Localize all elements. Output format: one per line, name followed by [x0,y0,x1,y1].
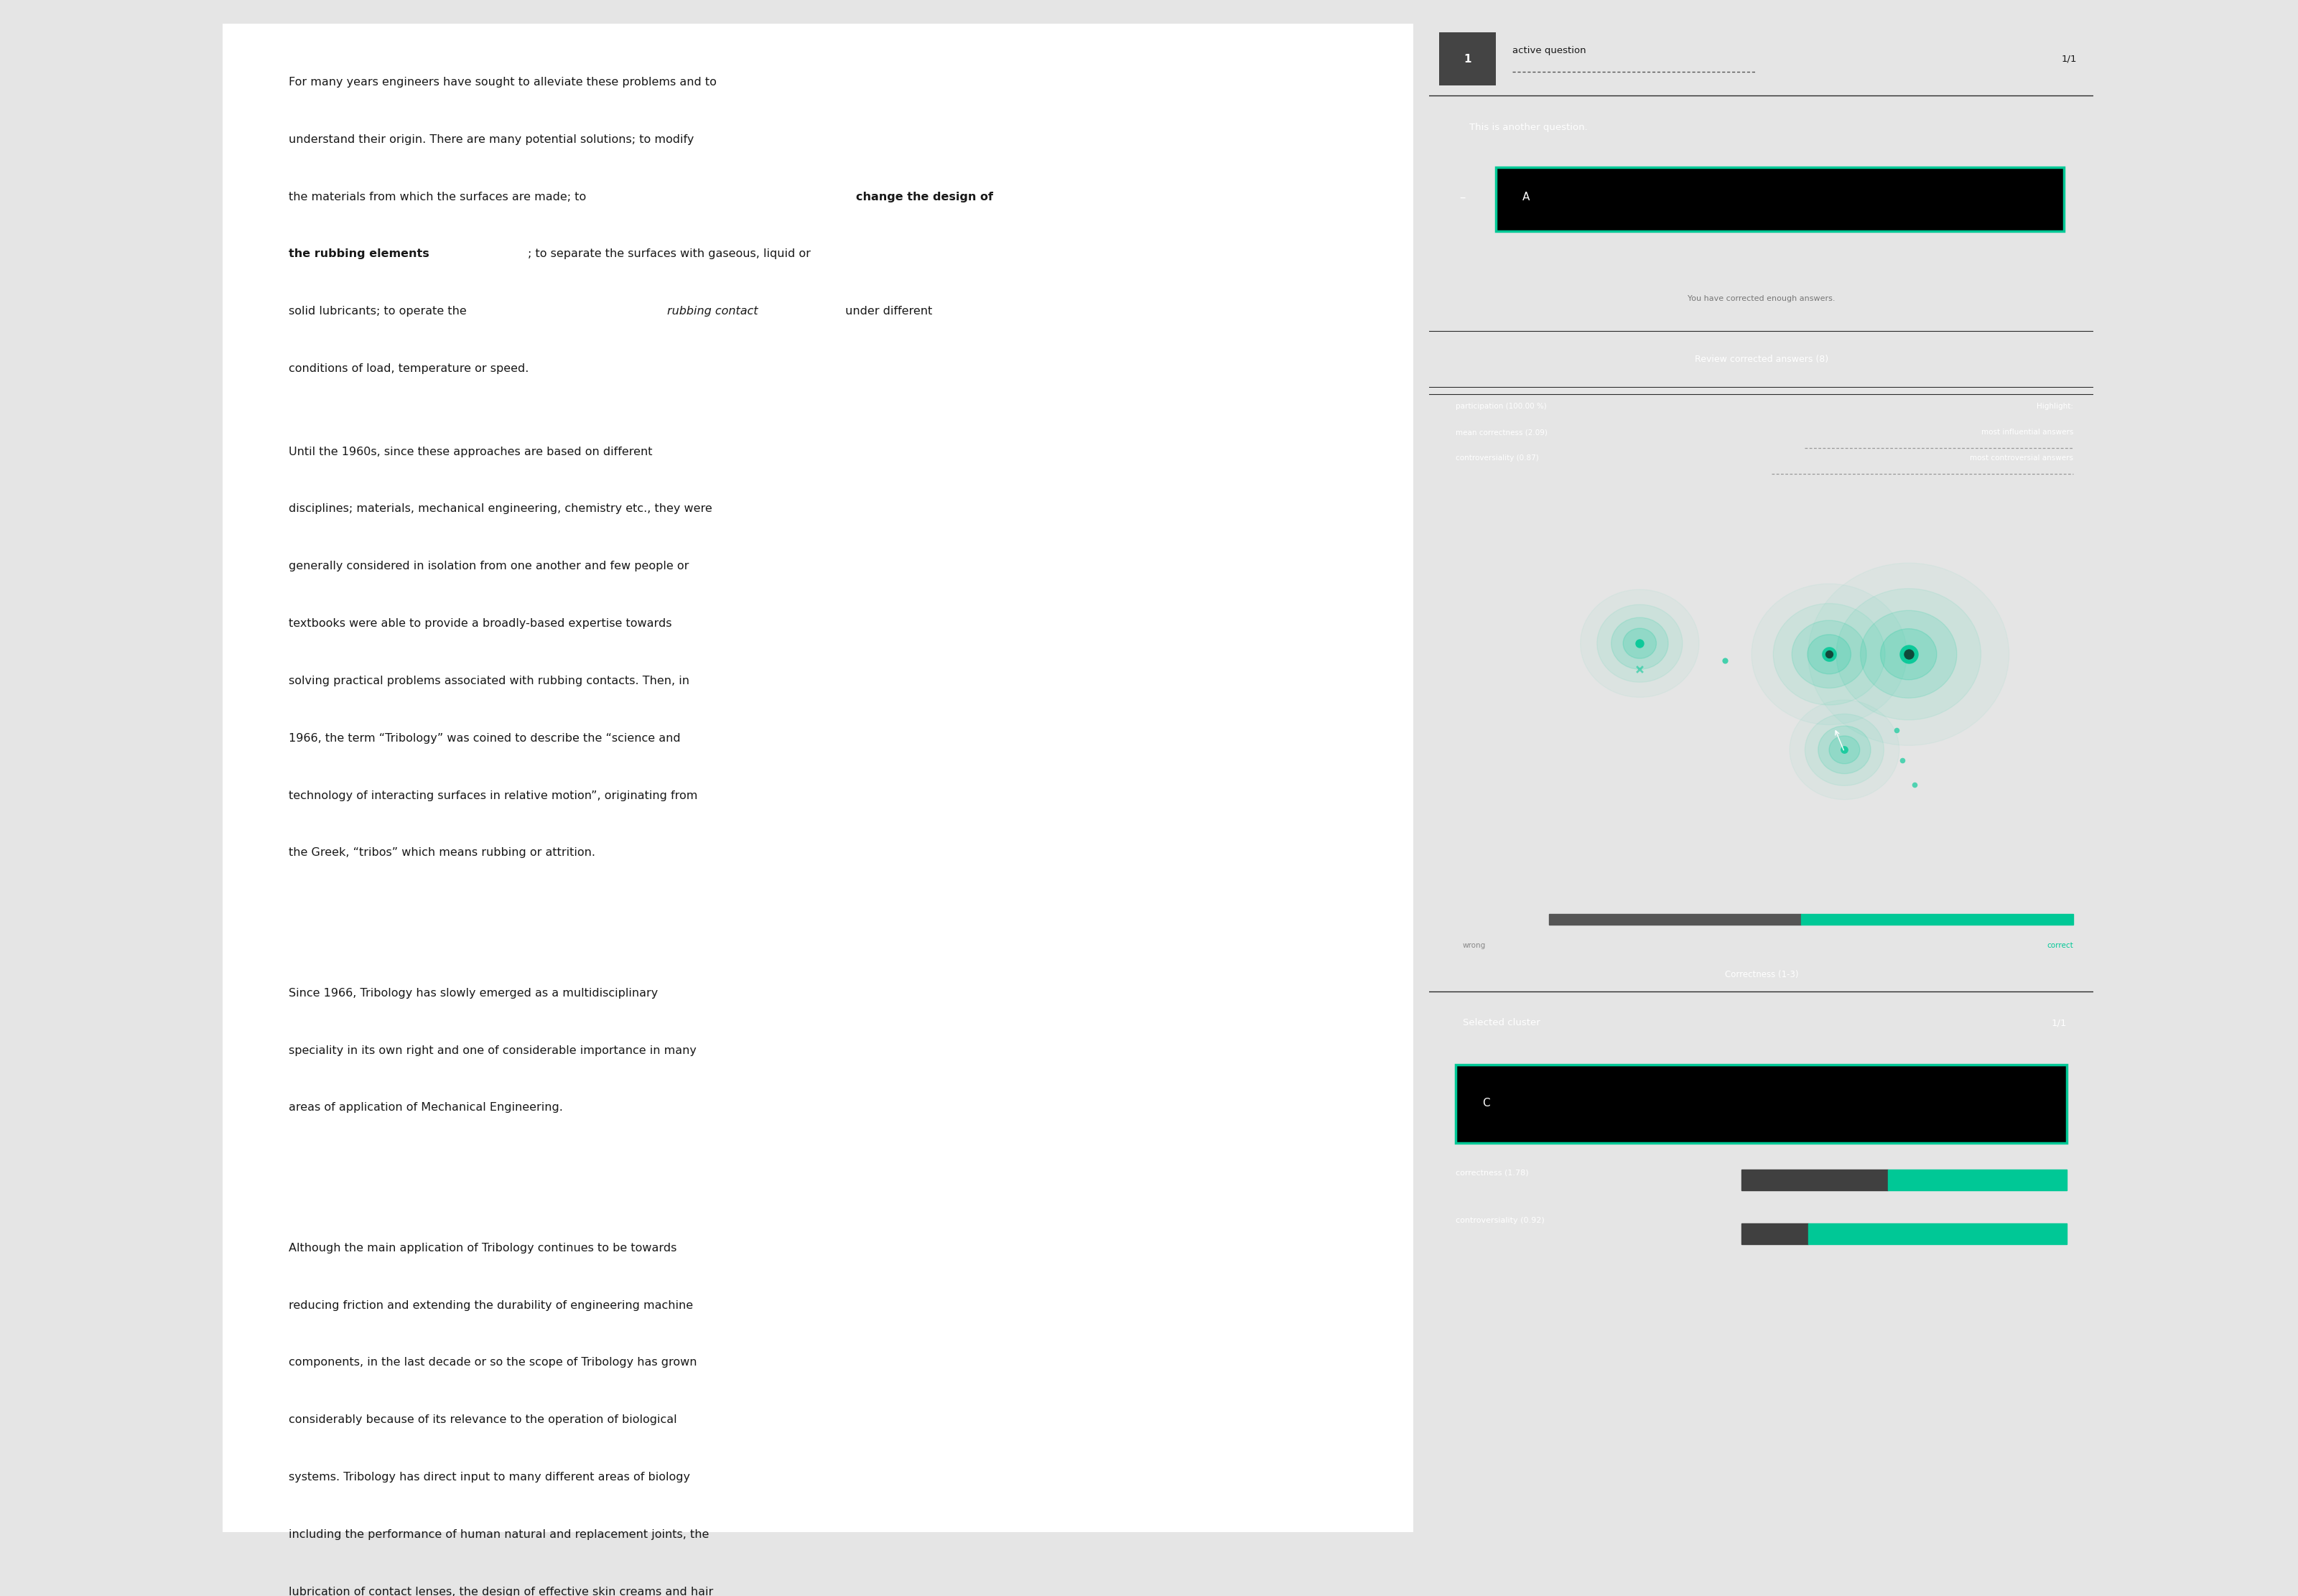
Text: including the performance of human natural and replacement joints, the: including the performance of human natur… [287,1529,708,1540]
Circle shape [1829,736,1859,764]
Text: understand their origin. There are many potential solutions; to modify: understand their origin. There are many … [287,134,694,145]
Text: 1/1: 1/1 [2061,54,2077,64]
Bar [1742,1224,1809,1245]
FancyBboxPatch shape [1496,168,2064,231]
Bar [1742,1170,1887,1191]
Text: active question: active question [1512,46,1586,56]
Text: reducing friction and extending the durability of engineering machine: reducing friction and extending the dura… [287,1299,692,1310]
Text: C: C [1482,1098,1489,1108]
Text: the materials from which the surfaces are made; to: the materials from which the surfaces ar… [287,192,591,203]
Circle shape [1861,610,1958,697]
Text: A: A [1521,192,1530,203]
Text: solid lubricants; to operate the: solid lubricants; to operate the [287,306,471,316]
Text: the rubbing elements: the rubbing elements [287,249,430,260]
Text: 1/1: 1/1 [2052,1018,2066,1028]
Text: This is another question.: This is another question. [1468,123,1588,132]
Bar [1887,1170,2066,1191]
Point [1827,737,1864,763]
Text: correct: correct [2048,942,2073,950]
Circle shape [1597,605,1682,681]
Text: controversiality (0.92): controversiality (0.92) [1457,1218,1544,1224]
Bar [1802,915,2073,924]
Circle shape [1774,603,1884,705]
Text: under different: under different [841,306,933,316]
Text: Until the 1960s, since these approaches are based on different: Until the 1960s, since these approaches … [287,447,653,456]
Text: wrong: wrong [1462,942,1487,950]
Text: generally considered in isolation from one another and few people or: generally considered in isolation from o… [287,560,689,571]
Point [1707,648,1744,674]
Text: speciality in its own right and one of considerable importance in many: speciality in its own right and one of c… [287,1045,696,1057]
Text: mean correctness (2.09): mean correctness (2.09) [1457,429,1549,436]
Text: considerably because of its relevance to the operation of biological: considerably because of its relevance to… [287,1414,676,1425]
Circle shape [1809,635,1850,674]
Point [1896,772,1933,798]
Circle shape [1804,713,1884,785]
Text: –: – [1459,190,1466,203]
Text: change the design of: change the design of [857,192,993,203]
Point [1622,656,1659,681]
Text: rubbing contact: rubbing contact [666,306,758,316]
Circle shape [1818,726,1871,774]
Bar [1809,1224,2066,1245]
Point [1877,718,1914,744]
Text: areas of application of Mechanical Engineering.: areas of application of Mechanical Engin… [287,1103,563,1112]
Circle shape [1792,621,1866,688]
Text: participation (100.00 %): participation (100.00 %) [1457,402,1547,410]
Text: 1966, the term “Tribology” was coined to describe the “science and: 1966, the term “Tribology” was coined to… [287,733,680,744]
Point [1884,749,1921,774]
Text: Selected cluster: Selected cluster [1462,1018,1540,1028]
Text: textbooks were able to provide a broadly-based expertise towards: textbooks were able to provide a broadly… [287,618,671,629]
Circle shape [1836,589,1981,720]
Circle shape [1611,618,1668,669]
Text: Since 1966, Tribology has slowly emerged as a multidisciplinary: Since 1966, Tribology has slowly emerged… [287,988,657,999]
Text: components, in the last decade or so the scope of Tribology has grown: components, in the last decade or so the… [287,1357,696,1368]
Text: correctness (1.78): correctness (1.78) [1457,1170,1528,1176]
Text: conditions of load, temperature or speed.: conditions of load, temperature or speed… [287,364,529,373]
Text: You have corrected enough answers.: You have corrected enough answers. [1687,295,1836,302]
Bar [1549,915,1802,924]
Text: solving practical problems associated with rubbing contacts. Then, in: solving practical problems associated wi… [287,675,689,686]
Text: most controversial answers: most controversial answers [1969,455,2073,461]
Text: technology of interacting surfaces in relative motion”, originating from: technology of interacting surfaces in re… [287,790,696,801]
Text: For many years engineers have sought to alleviate these problems and to: For many years engineers have sought to … [287,77,717,88]
FancyBboxPatch shape [1439,32,1496,86]
Circle shape [1880,629,1937,680]
Text: Correctness (1-3): Correctness (1-3) [1724,970,1799,978]
Text: Review corrected answers (8): Review corrected answers (8) [1694,354,1829,364]
Text: controversiality (0.87): controversiality (0.87) [1457,455,1540,461]
Text: ; to separate the surfaces with gaseous, liquid or: ; to separate the surfaces with gaseous,… [529,249,811,260]
Point [1622,630,1659,656]
Point [1811,642,1848,667]
Point [1891,642,1928,667]
Text: Highlight:: Highlight: [2036,402,2073,410]
Text: most influential answers: most influential answers [1981,429,2073,436]
Circle shape [1622,629,1657,659]
Text: 1: 1 [1464,54,1471,64]
Text: systems. Tribology has direct input to many different areas of biology: systems. Tribology has direct input to m… [287,1472,689,1483]
FancyBboxPatch shape [1457,1065,2066,1143]
Text: disciplines; materials, mechanical engineering, chemistry etc., they were: disciplines; materials, mechanical engin… [287,504,712,514]
Point [1891,642,1928,667]
Text: Although the main application of Tribology continues to be towards: Although the main application of Tribolo… [287,1243,676,1253]
Text: the Greek, “tribos” which means rubbing or attrition.: the Greek, “tribos” which means rubbing … [287,847,595,859]
Point [1811,642,1848,667]
Text: lubrication of contact lenses, the design of effective skin creams and hair: lubrication of contact lenses, the desig… [287,1586,712,1596]
